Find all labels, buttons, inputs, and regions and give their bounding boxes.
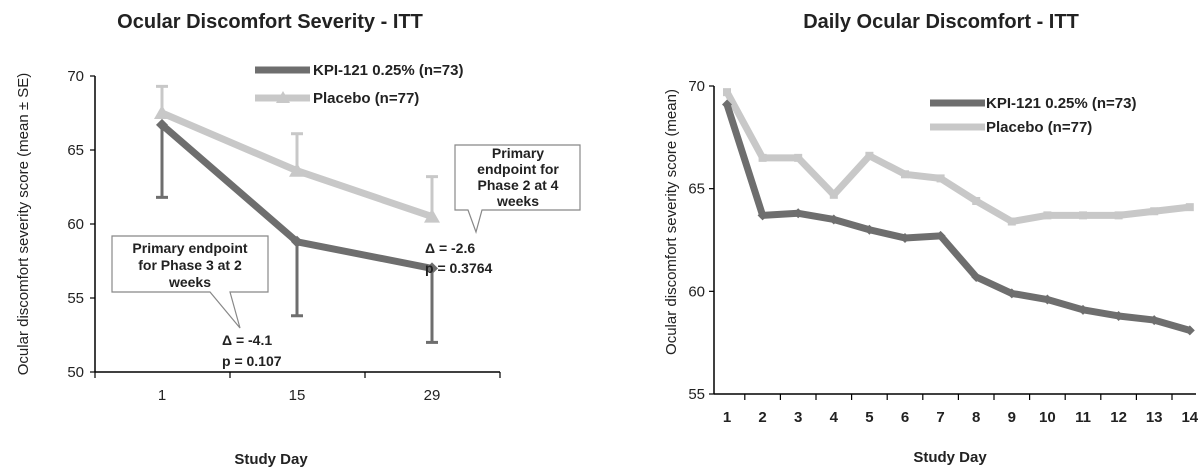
callout-phase2-line4: weeks: [496, 193, 539, 209]
right-x-tick-label: 12: [1110, 409, 1127, 426]
right-x-tick-label: 8: [972, 409, 980, 426]
right-x-tick-label: 14: [1181, 409, 1198, 426]
right-legend-label-placebo: Placebo (n=77): [986, 119, 1092, 136]
right-point-kpi: [1042, 294, 1053, 305]
stat-p-day29: p = 0.3764: [425, 260, 493, 276]
left-chart: Ocular Discomfort Severity - ITT Ocular …: [15, 11, 581, 468]
right-point-placebo: [794, 153, 803, 162]
left-legend-label-kpi: KPI-121 0.25% (n=73): [313, 62, 464, 79]
right-point-kpi: [722, 99, 732, 110]
left-x-tick-label: 29: [424, 387, 441, 404]
right-point-placebo: [1114, 211, 1123, 220]
right-series-line-kpi: [723, 103, 1191, 334]
right-x-tick-label: 13: [1146, 409, 1163, 426]
right-y-axis-label: Ocular discomfort severity score (mean): [663, 89, 680, 355]
left-x-tick-label: 15: [289, 387, 306, 404]
right-legend: KPI-121 0.25% (n=73) Placebo (n=77): [930, 95, 1137, 136]
right-point-placebo: [972, 196, 981, 205]
right-x-tick-label: 10: [1039, 409, 1056, 426]
callout-phase2-line2: endpoint for: [477, 161, 559, 177]
callout-phase2: Primary endpoint for Phase 2 at 4 weeks: [454, 144, 581, 234]
left-y-tick-label: 65: [67, 142, 84, 159]
right-x-tick-label: 11: [1075, 409, 1091, 426]
right-point-placebo: [1079, 211, 1087, 220]
right-point-placebo: [1007, 217, 1016, 226]
stat-delta-day29: Δ = -2.6: [425, 240, 475, 256]
right-y-tick-label: 60: [688, 283, 705, 300]
right-point-placebo: [936, 174, 945, 183]
right-y-tick-label: 55: [688, 386, 705, 403]
right-point-kpi: [1006, 288, 1017, 299]
left-point-placebo: [154, 105, 170, 119]
right-legend-label-kpi: KPI-121 0.25% (n=73): [986, 95, 1137, 112]
callout-phase2-line1: Primary: [492, 145, 544, 161]
stat-p-day15: p = 0.107: [222, 353, 282, 369]
right-x-tick-label: 1: [723, 409, 731, 426]
right-y-tick-label: 65: [688, 181, 705, 198]
right-point-kpi: [757, 210, 768, 221]
right-point-placebo: [758, 153, 767, 162]
right-point-placebo: [1150, 207, 1159, 216]
right-point-kpi: [1113, 310, 1124, 321]
right-point-placebo: [1043, 211, 1052, 220]
left-chart-title: Ocular Discomfort Severity - ITT: [117, 11, 423, 33]
left-y-tick-label: 60: [67, 216, 84, 233]
right-point-placebo: [723, 88, 731, 97]
right-chart: Daily Ocular Discomfort - ITT Ocular dis…: [663, 11, 1199, 466]
left-y-tick-label: 50: [67, 364, 84, 381]
left-point-kpi: [156, 118, 168, 131]
right-x-tick-label: 3: [794, 409, 802, 426]
left-point-placebo: [424, 208, 440, 223]
right-point-kpi: [935, 230, 946, 241]
right-x-tick-label: 5: [865, 409, 873, 426]
right-x-tick-label: 2: [758, 409, 766, 426]
right-point-placebo: [829, 190, 838, 199]
callout-phase3-line2: for Phase 3 at 2: [138, 257, 242, 273]
left-point-kpi: [291, 235, 303, 248]
callout-phase3-line1: Primary endpoint: [132, 240, 247, 256]
right-point-placebo: [1185, 203, 1194, 212]
left-y-axis-label: Ocular discomfort severity score (mean ±…: [15, 73, 32, 375]
stat-delta-day15: Δ = -4.1: [222, 332, 272, 348]
left-y-tick-label: 70: [67, 68, 84, 85]
right-series-line-placebo: [723, 90, 1191, 226]
right-y-tick-label: 70: [688, 78, 705, 95]
right-point-placebo: [865, 151, 874, 160]
right-x-tick-label: 4: [830, 409, 839, 426]
left-point-placebo: [289, 162, 305, 177]
callout-phase2-line3: Phase 2 at 4: [478, 177, 559, 193]
callout-phase3: Primary endpoint for Phase 3 at 2 weeks: [111, 235, 269, 329]
right-x-axis-label: Study Day: [913, 449, 987, 466]
right-point-kpi: [793, 208, 804, 219]
right-point-kpi: [1149, 315, 1160, 326]
left-x-tick-label: 1: [158, 387, 166, 404]
right-point-kpi: [1184, 325, 1195, 336]
right-point-kpi: [900, 232, 910, 243]
right-x-tick-label: 7: [936, 409, 944, 426]
left-legend: KPI-121 0.25% (n=73) Placebo (n=77): [255, 62, 464, 107]
left-y-tick-label: 55: [67, 290, 84, 307]
left-x-axis-label: Study Day: [234, 451, 308, 468]
left-legend-marker-placebo: [276, 91, 290, 103]
right-point-placebo: [901, 170, 909, 179]
left-legend-label-placebo: Placebo (n=77): [313, 90, 419, 107]
right-chart-title: Daily Ocular Discomfort - ITT: [803, 11, 1079, 33]
callout-phase3-line3: weeks: [168, 274, 211, 290]
right-point-kpi: [1078, 304, 1088, 315]
right-x-tick-label: 6: [901, 409, 909, 426]
left-point-kpi: [426, 262, 438, 275]
right-point-kpi: [971, 271, 982, 282]
right-point-kpi: [828, 214, 839, 225]
right-x-tick-label: 9: [1008, 409, 1016, 426]
right-point-kpi: [864, 224, 875, 235]
